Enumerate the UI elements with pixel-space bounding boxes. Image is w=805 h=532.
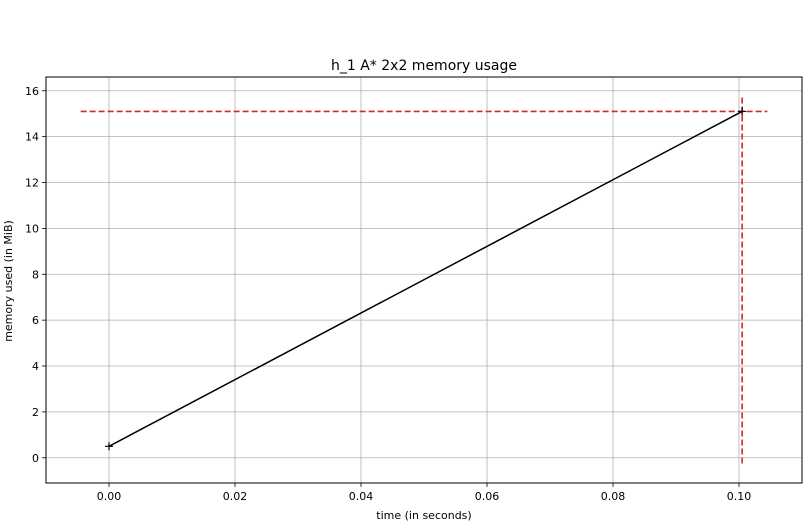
x-tick-label: 0.02 [223, 490, 248, 503]
chart-title: h_1 A* 2x2 memory usage [331, 58, 517, 74]
y-tick-label: 8 [32, 268, 39, 281]
plot-frame [45, 76, 803, 484]
y-tick-label: 2 [32, 406, 39, 419]
data-series [105, 107, 747, 451]
x-tick-label: 0.08 [601, 490, 626, 503]
y-tick-label: 16 [25, 85, 39, 98]
y-tick-label: 12 [25, 177, 39, 190]
annotation-lines [80, 95, 768, 464]
data-point-marker [105, 442, 113, 451]
x-tick-label: 0.10 [727, 490, 752, 503]
y-axis-label: memory used (in MiB) [2, 220, 15, 342]
y-tick-label: 4 [32, 360, 39, 373]
y-axis-ticks: 0 2 4 6 8 10 12 14 16 [25, 85, 46, 465]
grid-lines [46, 77, 802, 483]
x-tick-label: 0.00 [97, 490, 122, 503]
y-tick-label: 10 [25, 222, 39, 235]
y-tick-label: 0 [32, 452, 39, 465]
series-line [108, 110, 743, 447]
y-tick-label: 14 [25, 131, 39, 144]
x-tick-label: 0.04 [349, 490, 374, 503]
x-axis-label: time (in seconds) [376, 509, 471, 522]
data-point-marker [738, 107, 747, 116]
y-tick-label: 6 [32, 314, 39, 327]
x-tick-label: 0.06 [475, 490, 500, 503]
x-axis-ticks: 0.00 0.02 0.04 0.06 0.08 0.10 [97, 483, 752, 503]
